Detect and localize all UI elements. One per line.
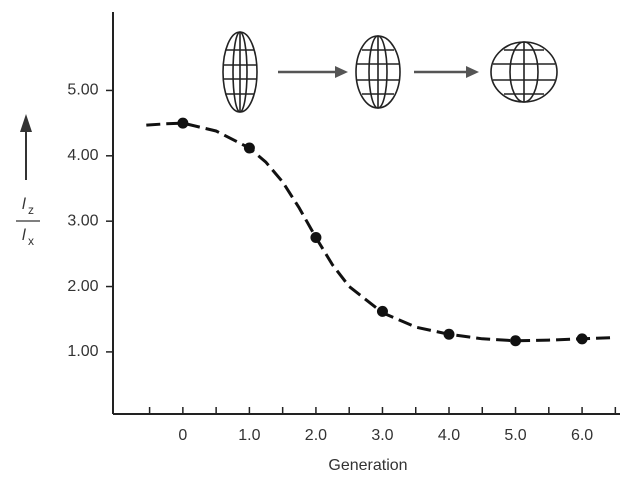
y-label-den-sub: x xyxy=(28,234,34,248)
x-tick-label: 1.0 xyxy=(238,427,260,444)
y-label-num-sub: z xyxy=(28,203,34,217)
point xyxy=(376,305,388,317)
arrow xyxy=(278,66,348,78)
y-tick-label: 2.00 xyxy=(67,278,98,295)
x-tick-label: 5.0 xyxy=(504,427,526,444)
shape-intermediate xyxy=(355,35,401,109)
point xyxy=(310,232,322,244)
y-label-den: l xyxy=(22,227,26,244)
x-label: Generation xyxy=(328,457,407,474)
point xyxy=(243,142,255,154)
fit-curve xyxy=(146,121,616,343)
y-arrow xyxy=(20,114,32,180)
x-tick-label: 4.0 xyxy=(438,427,460,444)
y-tick-label: 5.00 xyxy=(67,82,98,99)
x-tick-label: 3.0 xyxy=(371,427,393,444)
x-tick-label: 6.0 xyxy=(571,427,593,444)
x-tick-label: 0 xyxy=(178,427,187,444)
y-tick-label: 1.00 xyxy=(67,343,98,360)
point xyxy=(177,117,189,129)
y-tick-label: 3.00 xyxy=(67,212,98,229)
shape-sphere xyxy=(490,41,558,103)
y-label-num: l xyxy=(22,196,26,213)
point xyxy=(510,335,522,347)
x-tick-label: 2.0 xyxy=(305,427,327,444)
shape-elongated xyxy=(222,31,258,113)
point xyxy=(576,333,588,345)
point xyxy=(443,328,455,340)
arrow xyxy=(414,66,479,78)
y-tick-label: 4.00 xyxy=(67,147,98,164)
